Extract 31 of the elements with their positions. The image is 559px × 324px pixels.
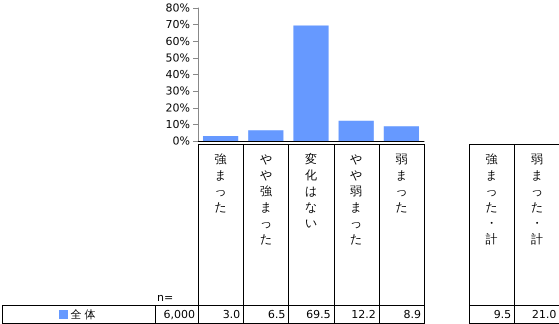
x-tick-label: 変化はない (304, 151, 318, 231)
y-tick-label: 0% (172, 134, 190, 148)
y-tick-label: 80% (166, 2, 190, 14)
bar (248, 130, 284, 141)
data-label: 12.2 (334, 305, 380, 324)
bar (338, 120, 374, 141)
y-tick-label: 20% (166, 101, 190, 114)
y-tick-label: 10% (166, 118, 190, 131)
data-label: 6.5 (243, 305, 290, 324)
x-tick-label: やや強まった (260, 151, 273, 247)
y-tick-label: 30% (166, 84, 190, 98)
bar (293, 25, 329, 141)
data-label: 8.9 (378, 305, 425, 324)
x-tick-label: やや弱まった (350, 151, 364, 247)
data-label: 3.0 (198, 305, 244, 324)
text: 21.0 (514, 305, 559, 324)
legend-label: 全 体 (2, 305, 156, 324)
text: 強まった・計 (486, 151, 499, 247)
bar (384, 126, 420, 141)
bar (202, 136, 238, 141)
y-tick-label: 70% (166, 18, 190, 32)
data-label: 69.5 (288, 305, 335, 324)
x-tick-label: 強まった (214, 151, 228, 215)
y-tick-label: 50% (166, 51, 190, 64)
text: 9.5 (469, 305, 516, 324)
text: 6,000 (155, 305, 199, 324)
y-tick-label: 40% (166, 68, 190, 81)
text: n= (157, 291, 174, 304)
x-tick-label: 弱まった (395, 151, 408, 215)
y-tick-label: 60% (166, 34, 190, 48)
text: 弱まった・計 (530, 151, 544, 247)
